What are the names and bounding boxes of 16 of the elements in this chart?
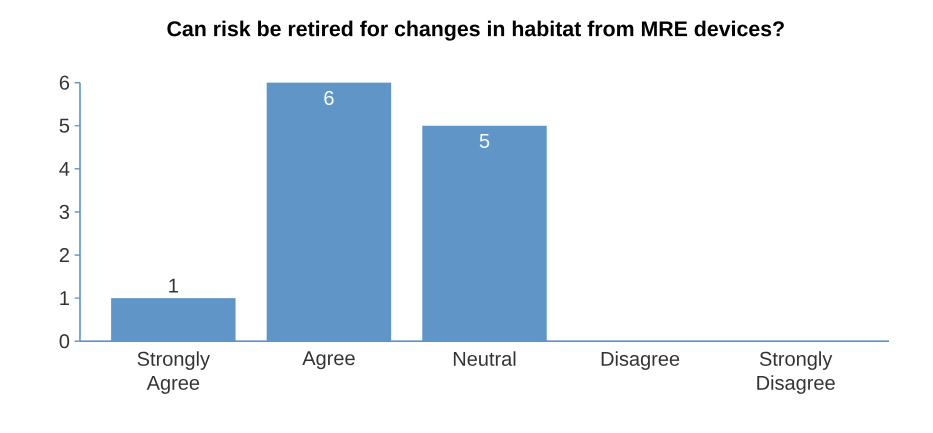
y-tick-label: 4 bbox=[59, 162, 70, 176]
data-label: 6 bbox=[324, 90, 334, 105]
y-tick-label: 6 bbox=[60, 75, 70, 90]
x-tick-label: Disagree bbox=[602, 351, 680, 370]
y-tick-label: 0 bbox=[60, 334, 70, 348]
x-tick-label: Strongly Agree bbox=[138, 351, 210, 394]
chart-title: Can risk be retired for changes in habitat from MRE devices? bbox=[167, 20, 784, 41]
y-tick-label: 1 bbox=[60, 291, 69, 305]
x-tick-label: Strongly Disagree bbox=[757, 351, 835, 394]
data-label: 5 bbox=[480, 134, 490, 148]
x-tick-label: Neutral bbox=[454, 351, 516, 366]
y-tick-label: 5 bbox=[60, 118, 70, 133]
x-tick-label: Agree bbox=[302, 351, 355, 370]
y-tick-label: 3 bbox=[60, 204, 70, 219]
data-label: 1 bbox=[169, 278, 178, 292]
y-tick-label: 2 bbox=[60, 248, 69, 262]
